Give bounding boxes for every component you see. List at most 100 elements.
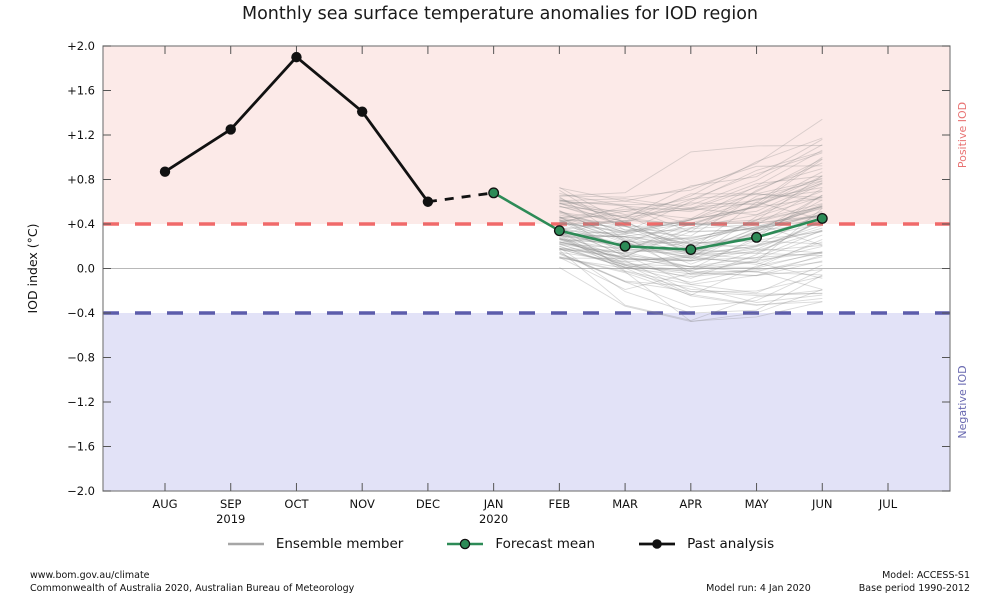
x-year-label: 2020 [479, 512, 508, 526]
ensemble-member-line [559, 145, 823, 197]
x-tick-label: JAN [483, 497, 504, 511]
ensemble-member-line [559, 227, 823, 261]
ensemble-member-line [559, 194, 823, 245]
legend-item-ensemble: Ensemble member [226, 536, 404, 552]
x-tick-label: MAY [745, 497, 770, 511]
legend: Ensemble member Forecast mean Past analy… [0, 536, 1000, 552]
ensemble-member-line [559, 219, 823, 265]
ensemble-member-line [559, 252, 823, 303]
ensemble-member-line [559, 223, 823, 261]
y-tick-label: −1.2 [67, 395, 95, 409]
ensemble-member-line [559, 247, 823, 314]
ensemble-member-line [559, 243, 823, 275]
negative-iod-region [103, 313, 950, 491]
legend-item-forecast: Forecast mean [445, 536, 595, 552]
y-tick-label: +1.6 [67, 84, 95, 98]
ensemble-member-line [559, 187, 823, 226]
ensemble-member-line [559, 244, 823, 272]
ensemble-member-line [559, 162, 823, 257]
ensemble-member-line [559, 210, 823, 242]
ensemble-member-line [559, 149, 823, 232]
ensemble-member-line [559, 144, 823, 206]
ensemble-member-line [559, 249, 823, 321]
ensemble-member-line [559, 206, 823, 231]
ensemble-member-line [559, 196, 823, 257]
past-forecast-connector [427, 191, 494, 204]
ensemble-member-line [559, 223, 823, 270]
past-analysis-point [225, 124, 236, 135]
ensemble-member-line [559, 227, 823, 262]
footer-left: www.bom.gov.au/climate Commonwealth of A… [30, 569, 354, 595]
ensemble-legend-line-icon [227, 542, 264, 546]
x-tick-label: JUL [878, 497, 898, 511]
forecast-mean-point [619, 240, 631, 252]
negative-iod-label: Negative IOD [956, 365, 969, 438]
ensemble-member-line [559, 165, 823, 205]
ensemble-member-line [559, 175, 823, 235]
ensemble-member-line [559, 252, 823, 296]
ensemble-member-line [559, 187, 823, 241]
ensemble-member-line [559, 182, 823, 223]
ensemble-member-line [559, 248, 823, 283]
side-labels: IOD index (°C) Positive IOD Negative IOD [25, 102, 969, 439]
footer-url: www.bom.gov.au/climate [30, 570, 150, 581]
x-tick-label: APR [679, 497, 702, 511]
footer-right: Model run: 4 Jan 2020 Model: ACCESS-S1 B… [706, 569, 970, 595]
ensemble-member-line [559, 206, 823, 232]
positive-iod-region [103, 46, 950, 224]
ensemble-member-line [559, 183, 823, 219]
ensemble-member-line [559, 193, 823, 213]
ensemble-member-line [559, 237, 823, 273]
ensemble-member-line [559, 193, 823, 212]
forecast-mean-point [488, 187, 500, 199]
y-tick-label: −0.8 [67, 351, 95, 365]
ensemble-member-line [559, 138, 823, 219]
page-title: Monthly sea surface temperature anomalie… [241, 4, 758, 24]
ensemble-member-line [559, 156, 823, 211]
ensemble-member-line [559, 235, 823, 322]
ensemble-member-line [559, 175, 823, 218]
y-tick-label: −1.6 [67, 440, 95, 454]
ensemble-member-line [559, 137, 823, 236]
x-tick-label: SEP [220, 497, 242, 511]
ensemble-member-line [559, 217, 823, 245]
past-analysis-point [159, 166, 171, 177]
y-tick-label: −0.4 [67, 306, 95, 320]
footer-model: Model: ACCESS-S1 [882, 570, 970, 581]
ensemble-member-line [559, 168, 823, 215]
y-tick-label: +0.8 [67, 173, 95, 187]
forecast-mean-line [488, 187, 828, 256]
threshold-lines [103, 222, 950, 315]
ensemble-member-line [559, 194, 823, 269]
ensemble-member-line [559, 178, 823, 225]
forecast-mean-point [553, 225, 565, 237]
ensemble-member-line [559, 248, 823, 306]
ensemble-member-line [559, 206, 823, 233]
ensemble-member-line [559, 182, 823, 224]
ensemble-member-line [559, 230, 823, 262]
ensemble-member-line [559, 193, 823, 225]
ensemble-member-line [559, 207, 823, 268]
x-tick-label: FEB [548, 497, 570, 511]
ensemble-member-line [559, 220, 823, 279]
ensemble-member-line [559, 220, 823, 255]
ensemble-member-line [559, 190, 823, 233]
axis-ticks [103, 45, 950, 492]
x-tick-labels: AUG SEP OCT NOV DEC JAN FEB MAR APR MAY JUN JUL 2019… [152, 497, 897, 526]
ensemble-member-line [559, 252, 823, 296]
y-tick-label: +1.2 [67, 128, 95, 142]
x-tick-label: MAR [612, 497, 638, 511]
ensemble-member-line [559, 118, 823, 198]
ensemble-member-line [559, 188, 823, 247]
ensemble-member-line [559, 158, 823, 233]
ensemble-member-line [559, 152, 823, 223]
x-tick-label: OCT [284, 497, 309, 511]
legend-label-ensemble: Ensemble member [275, 536, 404, 552]
past-analysis-point [291, 51, 302, 63]
forecast-mean-point [751, 231, 762, 243]
ensemble-member-line [559, 180, 823, 237]
footer-model-run: Model run: 4 Jan 2020 [706, 583, 811, 594]
ensemble-member-line [559, 180, 823, 244]
ensemble-member-line [559, 203, 823, 252]
